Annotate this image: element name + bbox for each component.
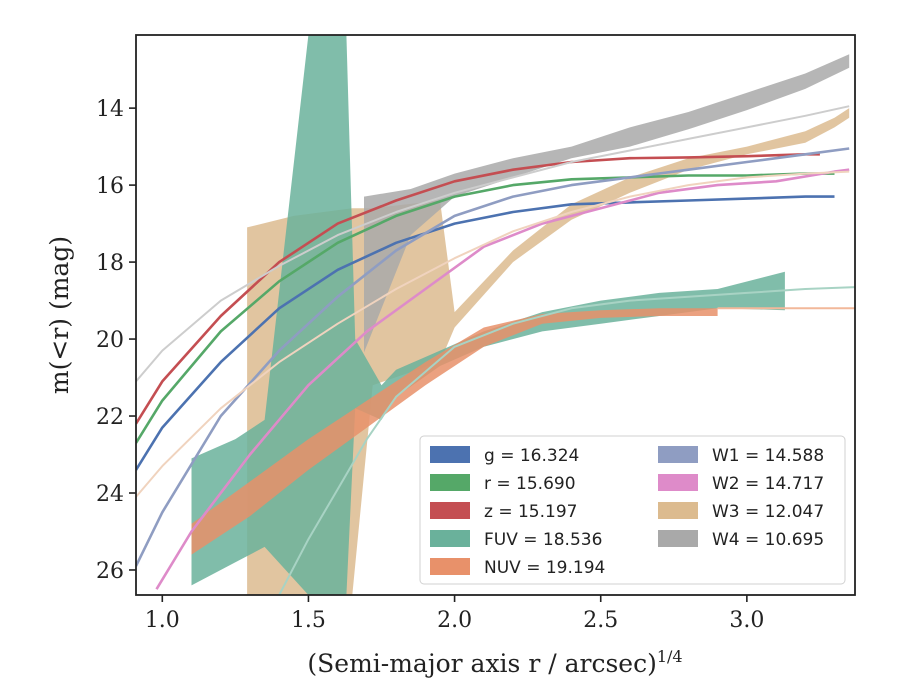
band-w4 <box>364 54 850 353</box>
y-tick-label: 16 <box>96 174 124 199</box>
legend-swatch <box>658 474 698 491</box>
y-tick-label: 22 <box>96 405 124 430</box>
legend-label: r = 15.690 <box>484 474 576 494</box>
legend-swatch <box>430 530 470 547</box>
legend-label: W2 = 14.717 <box>712 474 824 494</box>
line-g <box>136 195 835 471</box>
x-tick-label: 2.5 <box>583 608 618 633</box>
band-fuv <box>191 35 785 595</box>
y-tick-label: 26 <box>96 559 124 584</box>
line-layer <box>136 105 855 595</box>
x-tick-label: 2.0 <box>437 608 472 633</box>
legend-swatch <box>430 446 470 463</box>
y-tick-label: 24 <box>96 482 124 507</box>
line-z <box>136 153 820 425</box>
line-r <box>136 172 835 444</box>
line-w2 <box>155 168 850 590</box>
y-tick-label: 20 <box>96 328 124 353</box>
line-fuv-faint <box>278 286 855 595</box>
legend-swatch <box>658 502 698 519</box>
line-w1 <box>136 147 850 567</box>
band-layer <box>191 35 850 595</box>
x-tick-label: 3.0 <box>729 608 764 633</box>
legend-label: W1 = 14.588 <box>712 446 824 466</box>
y-axis: 14 16 18 20 22 24 26 <box>96 97 136 584</box>
x-axis: 1.0 1.5 2.0 2.5 3.0 <box>145 595 764 633</box>
legend-swatch <box>430 558 470 575</box>
x-tick-label: 1.5 <box>291 608 326 633</box>
legend: g = 16.324 r = 15.690 z = 15.197 FUV = 18.5… <box>419 435 846 585</box>
legend-frame <box>419 435 846 585</box>
y-tick-label: 18 <box>96 251 124 276</box>
x-tick-label: 1.0 <box>145 608 180 633</box>
line-w4-faint <box>136 105 850 383</box>
x-axis-label: (Semi-major axis r / arcsec)1/4 <box>307 647 682 678</box>
line-w3-faint <box>136 170 850 498</box>
band-nuv <box>191 308 718 555</box>
legend-label: g = 16.324 <box>484 446 579 466</box>
legend-swatch <box>430 502 470 519</box>
y-tick-label: 14 <box>96 97 124 122</box>
legend-swatch <box>658 446 698 463</box>
x-axis-label-superscript: 1/4 <box>657 647 683 666</box>
plot-frame <box>135 34 856 596</box>
legend-swatch <box>430 474 470 491</box>
legend-label: z = 15.197 <box>484 502 577 522</box>
legend-label: W4 = 10.695 <box>712 530 824 550</box>
x-axis-label-main: (Semi-major axis r / arcsec) <box>307 649 656 678</box>
legend-label: FUV = 18.536 <box>484 530 602 550</box>
legend-label: W3 = 12.047 <box>712 502 824 522</box>
legend-swatch <box>658 530 698 547</box>
legend-label: NUV = 19.194 <box>484 558 605 578</box>
y-axis-label: m(<r) (mag) <box>45 236 74 394</box>
